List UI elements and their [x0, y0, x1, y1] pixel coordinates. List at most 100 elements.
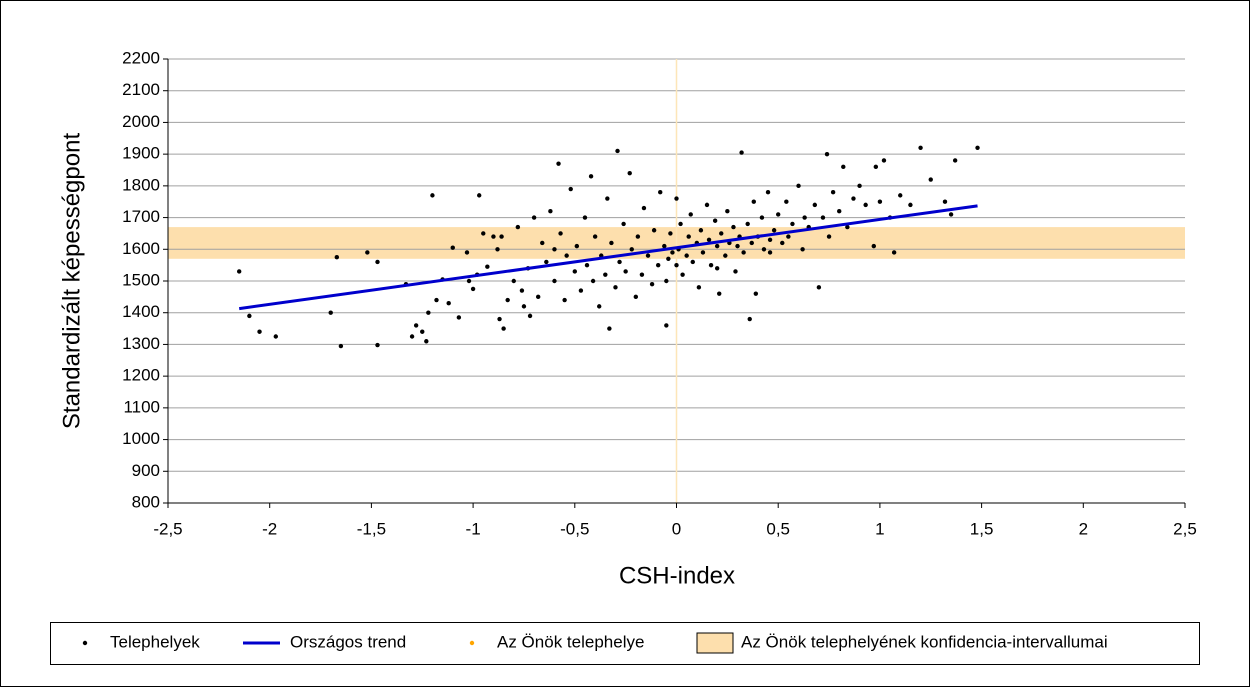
point	[863, 202, 868, 208]
x-tick-label: -2,5	[153, 519, 182, 538]
point	[649, 281, 655, 287]
trend-line	[238, 204, 978, 311]
point	[568, 186, 573, 192]
point	[837, 209, 842, 214]
legend-label: Országos trend	[290, 632, 406, 651]
point	[365, 250, 370, 255]
x-tick-label: 2,5	[1173, 519, 1197, 538]
point	[338, 343, 344, 349]
point	[535, 294, 541, 300]
point	[592, 234, 598, 239]
point	[466, 278, 472, 284]
point	[477, 193, 482, 198]
x-tick-label: -2	[262, 519, 277, 538]
y-tick-label: 1100	[123, 397, 160, 416]
point	[456, 315, 462, 320]
legend-label: Telephelyek	[110, 632, 200, 651]
point	[511, 278, 516, 284]
point	[698, 228, 704, 233]
legend-label: Az Önök telephelye	[497, 632, 644, 651]
point	[627, 170, 632, 176]
point	[706, 237, 712, 242]
x-tick-label: 2	[1079, 519, 1088, 538]
point	[635, 234, 641, 239]
point	[841, 164, 846, 170]
point	[499, 234, 504, 239]
point	[257, 329, 262, 334]
point	[584, 262, 590, 268]
point	[830, 190, 836, 195]
point	[674, 262, 679, 268]
point	[714, 266, 720, 271]
point	[613, 285, 618, 290]
point	[605, 196, 610, 201]
point	[735, 243, 740, 249]
point	[670, 250, 675, 255]
point	[928, 177, 933, 182]
point	[765, 190, 771, 195]
y-tick-label: 1300	[122, 334, 160, 353]
x-tick-label: -1	[466, 519, 481, 538]
legend-swatch	[696, 632, 734, 654]
point	[588, 174, 594, 179]
y-axis-title: Standardizált képességpont	[58, 133, 85, 430]
point	[666, 256, 671, 261]
point	[607, 326, 612, 331]
point	[824, 151, 830, 157]
point	[651, 228, 657, 233]
legend-label: Az Önök telephelyének konfidencia-interv…	[741, 632, 1108, 651]
point	[739, 150, 744, 155]
point	[655, 262, 661, 268]
point	[501, 326, 506, 331]
point	[470, 286, 476, 292]
y-tick-label: 1500	[122, 270, 160, 289]
point	[328, 310, 333, 315]
point	[430, 193, 435, 198]
point	[497, 316, 502, 322]
y-tick-label: 900	[132, 461, 160, 480]
y-tick-label: 1000	[122, 429, 160, 448]
point	[881, 158, 887, 163]
x-axis-title: CSH-index	[619, 562, 735, 589]
point	[615, 148, 620, 154]
point	[562, 297, 567, 303]
point	[816, 285, 822, 290]
point	[426, 310, 431, 315]
point	[375, 342, 380, 348]
point	[873, 164, 879, 170]
point	[464, 250, 470, 255]
y-tick-label: 1200	[122, 366, 160, 385]
point	[515, 224, 521, 230]
point	[552, 278, 557, 284]
point	[590, 278, 596, 284]
point	[375, 259, 380, 265]
point	[629, 247, 634, 252]
y-tick-label: 800	[132, 492, 160, 511]
x-tick-label: 0,5	[766, 519, 790, 538]
point	[767, 237, 773, 242]
point	[857, 183, 862, 189]
y-tick-label: 2000	[122, 112, 160, 131]
point	[623, 269, 628, 274]
point	[725, 209, 730, 214]
point	[948, 212, 954, 217]
point	[717, 291, 722, 296]
y-tick-label: 1400	[122, 302, 160, 321]
point	[548, 209, 553, 214]
point	[582, 215, 588, 220]
point	[597, 304, 602, 309]
point	[564, 253, 569, 258]
point	[800, 247, 805, 252]
point	[751, 199, 756, 204]
point	[898, 193, 903, 198]
point	[574, 243, 580, 249]
point	[761, 247, 767, 252]
point	[688, 212, 693, 217]
point	[975, 145, 980, 150]
point	[578, 288, 584, 293]
point	[749, 240, 754, 246]
point	[664, 278, 669, 284]
y-tick-label: 2100	[122, 80, 160, 99]
